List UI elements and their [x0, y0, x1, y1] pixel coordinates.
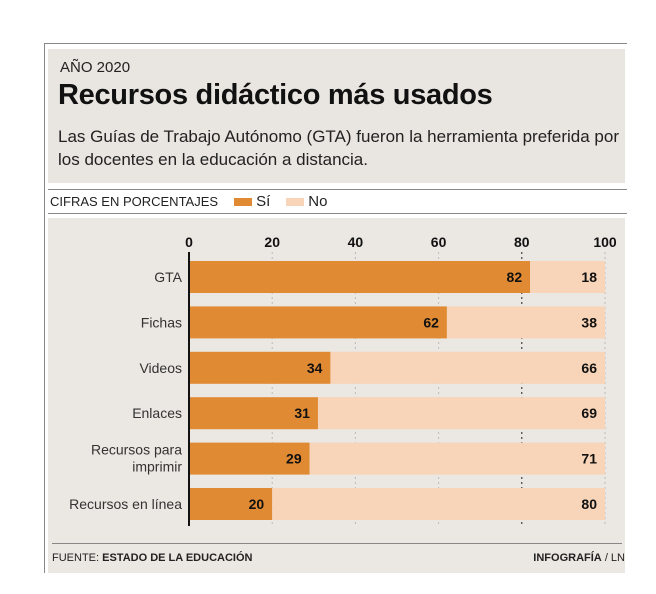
kicker: AÑO 2020	[60, 59, 131, 76]
frame-top-border	[44, 43, 627, 44]
bar-no	[317, 397, 605, 430]
legend-label-si: Sí	[256, 193, 271, 210]
data-label-si: 31	[294, 405, 310, 421]
bar-no	[446, 306, 605, 339]
legend-swatch-si	[234, 197, 253, 206]
data-label-no: 38	[581, 314, 597, 330]
legend-swatch-no	[286, 197, 305, 206]
credit: INFOGRAFÍA / LN	[533, 552, 625, 564]
credit-bold: INFOGRAFÍA	[533, 552, 602, 564]
data-label-si: 82	[507, 269, 523, 285]
source-value: ESTADO DE LA EDUCACIÓN	[102, 552, 253, 564]
data-label-no: 71	[581, 451, 597, 467]
bar-si	[189, 261, 531, 293]
data-label-si: 29	[286, 451, 302, 467]
x-tick-label: 40	[348, 234, 364, 250]
divider-bottom	[48, 213, 627, 214]
category-label: Enlaces	[132, 405, 182, 421]
credit-rest: / LN	[604, 552, 625, 564]
category-label: Recursos en línea	[69, 496, 182, 512]
chart-title: Recursos didáctico más usados	[58, 79, 493, 111]
bar-si	[189, 306, 447, 339]
bar-si	[189, 351, 331, 384]
source-label: FUENTE:	[52, 552, 100, 564]
x-tick-label: 0	[185, 234, 193, 250]
frame-left-border	[44, 43, 45, 573]
bar-no	[272, 488, 605, 520]
bar-si	[189, 488, 273, 520]
footer-divider	[52, 543, 622, 544]
units-label: CIFRAS EN PORCENTAJES	[50, 194, 219, 209]
data-label-no: 80	[581, 496, 597, 512]
legend-label-no: No	[308, 193, 328, 210]
x-tick-label: 60	[431, 234, 447, 250]
category-label: Fichas	[141, 314, 182, 330]
data-label-si: 34	[307, 360, 323, 376]
category-label: GTA	[154, 269, 182, 285]
data-label-si: 20	[249, 496, 265, 512]
bar-si	[189, 397, 318, 430]
header-panel: AÑO 2020 Recursos didáctico más usados L…	[48, 49, 625, 183]
x-tick-label: 80	[514, 234, 530, 250]
category-label: imprimir	[132, 459, 182, 475]
bar-si	[189, 442, 310, 475]
legend: CIFRAS EN PORCENTAJES Sí No	[50, 193, 327, 210]
source-note: FUENTE: ESTADO DE LA EDUCACIÓN	[52, 552, 252, 564]
bar-no	[330, 351, 605, 384]
data-label-no: 18	[581, 269, 597, 285]
bar-no	[309, 442, 605, 475]
data-label-no: 69	[581, 405, 597, 421]
data-label-no: 66	[581, 360, 597, 376]
data-label-si: 62	[423, 314, 439, 330]
category-label: Recursos para	[91, 442, 182, 458]
x-tick-label: 100	[593, 234, 617, 250]
category-label: Videos	[139, 360, 182, 376]
x-tick-label: 20	[264, 234, 280, 250]
chart-subtitle: Las Guías de Trabajo Autónomo (GTA) fuer…	[58, 127, 619, 169]
divider-top	[48, 189, 627, 190]
bar-no	[530, 261, 605, 293]
